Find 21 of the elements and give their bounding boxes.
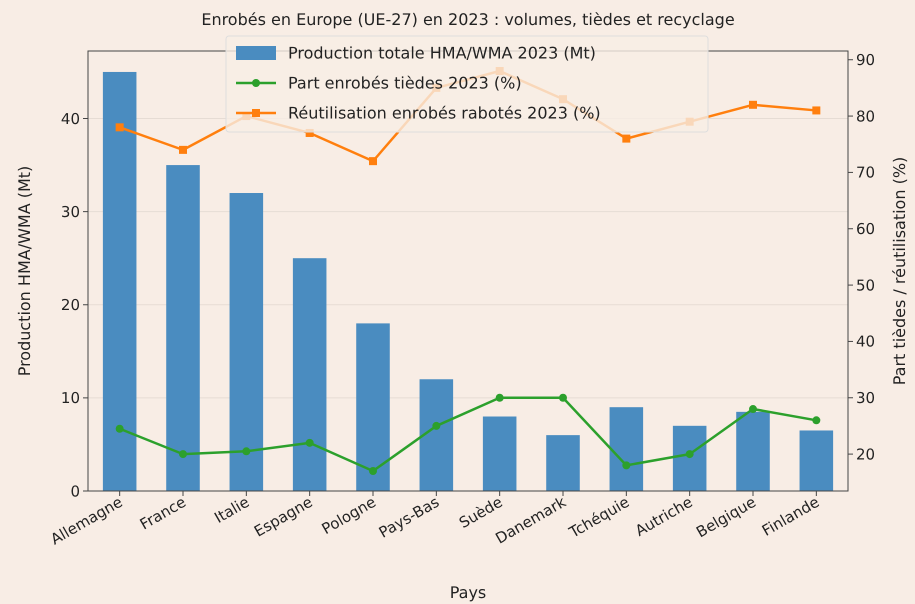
y2-tick-label: 80 bbox=[856, 107, 876, 126]
y-tick-label: 20 bbox=[60, 296, 80, 314]
y-tick-label: 40 bbox=[60, 110, 80, 128]
legend-label: Production totale HMA/WMA 2023 (Mt) bbox=[288, 44, 596, 63]
y-tick-label: 30 bbox=[60, 202, 80, 221]
y-axis-title: Production HMA/WMA (Mt) bbox=[15, 166, 34, 376]
y2-axis-title: Part tièdes / réutilisation (%) bbox=[890, 156, 909, 386]
legend-label: Part enrobés tièdes 2023 (%) bbox=[288, 74, 522, 93]
y2-tick-label: 60 bbox=[856, 220, 876, 238]
y2-tick-label: 20 bbox=[856, 445, 876, 464]
y2-tick-label: 40 bbox=[856, 332, 876, 351]
y-tick-label: 0 bbox=[70, 482, 80, 500]
chart-title: Enrobés en Europe (UE-27) en 2023 : volumes, tièdes et recyclage bbox=[201, 10, 735, 29]
legend-label: Réutilisation enrobés rabotés 2023 (%) bbox=[288, 104, 601, 123]
y2-tick-label: 50 bbox=[856, 276, 876, 294]
x-tick-label: Italie bbox=[211, 492, 252, 527]
y2-tick-label: 90 bbox=[856, 50, 876, 69]
y2-tick-label: 70 bbox=[856, 164, 876, 182]
y2-tick-label: 30 bbox=[856, 389, 876, 408]
x-axis-title: Pays bbox=[450, 583, 486, 602]
y-tick-label: 10 bbox=[60, 389, 80, 408]
